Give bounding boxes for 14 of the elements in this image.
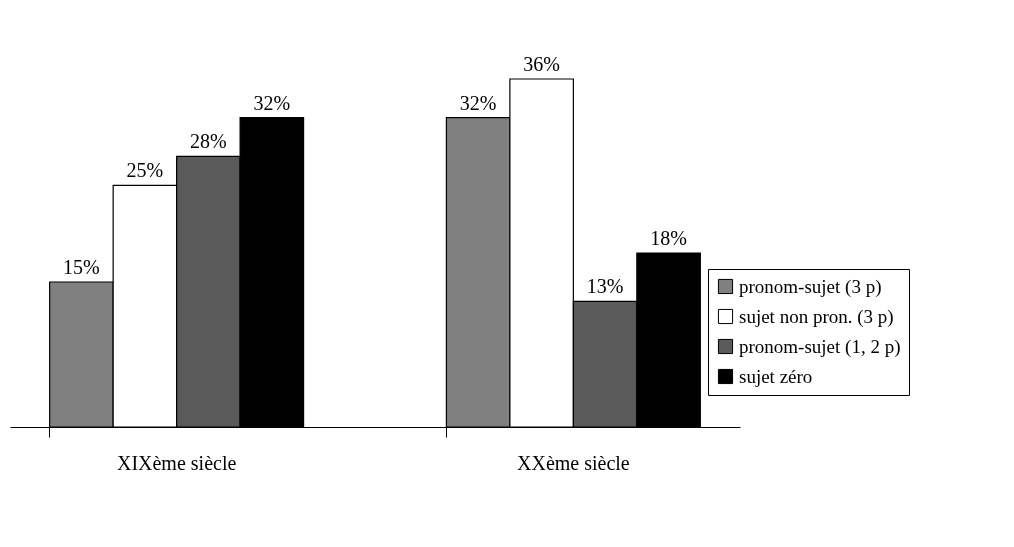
data-label: 18% <box>650 227 687 249</box>
data-label: 13% <box>586 275 624 298</box>
legend-label: pronom-sujet (1, 2 p) <box>739 335 901 358</box>
legend-label: pronom-sujet (3 p) <box>739 275 882 298</box>
legend-label: sujet non pron. (3 p) <box>739 305 894 328</box>
data-label: 32% <box>253 91 291 114</box>
legend-label: sujet zéro <box>739 365 813 387</box>
data-label: 25% <box>126 159 164 182</box>
data-label: 36% <box>523 53 560 75</box>
x-tick-label: XXème siècle <box>517 451 630 474</box>
x-tick-label: XIXème siècle <box>116 451 237 474</box>
data-label: 32% <box>459 91 497 114</box>
data-label: 28% <box>190 130 227 153</box>
data-label: 15% <box>63 256 100 278</box>
